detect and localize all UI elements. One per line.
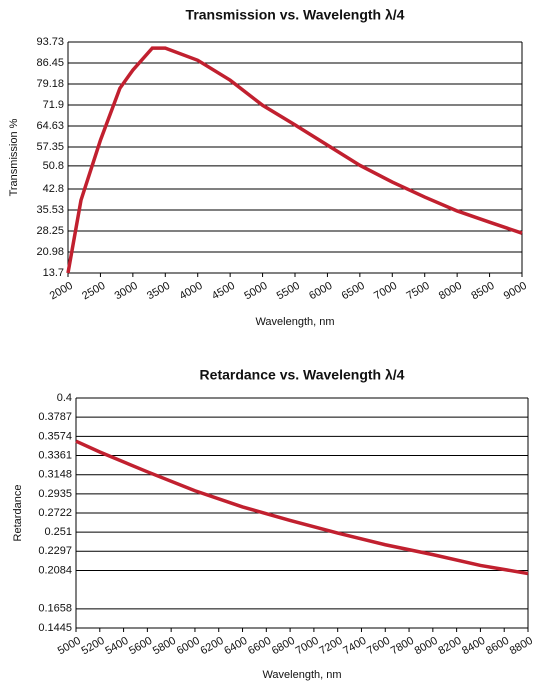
y-tick-label: 0.4 xyxy=(57,392,72,404)
x-tick-label: 4500 xyxy=(210,280,237,303)
y-tick-label: 13.7 xyxy=(43,267,64,279)
x-tick-label: 7600 xyxy=(365,635,392,658)
x-tick-label: 3000 xyxy=(113,280,140,303)
y-tick-label: 28.25 xyxy=(36,225,64,237)
chart-title: Transmission vs. Wavelength λ/4 xyxy=(186,7,405,23)
x-tick-label: 8000 xyxy=(437,280,464,303)
y-tick-label: 35.53 xyxy=(36,204,64,216)
y-tick-label: 0.251 xyxy=(44,526,72,538)
x-axis-label: Wavelength, nm xyxy=(255,316,334,328)
x-tick-label: 7500 xyxy=(404,280,431,303)
y-tick-label: 79.18 xyxy=(36,78,64,90)
y-tick-label: 0.2722 xyxy=(38,507,72,519)
x-tick-label: 8800 xyxy=(508,635,535,658)
y-tick-label: 64.63 xyxy=(36,120,64,132)
y-tick-label: 0.2297 xyxy=(38,545,72,557)
x-tick-label: 5400 xyxy=(103,635,130,658)
x-tick-label: 3500 xyxy=(145,280,172,303)
y-tick-label: 57.35 xyxy=(36,141,64,153)
x-tick-label: 6000 xyxy=(175,635,202,658)
x-tick-label: 5500 xyxy=(275,280,302,303)
y-tick-label: 0.1445 xyxy=(38,622,72,634)
y-tick-label: 93.73 xyxy=(36,36,64,48)
y-tick-label: 20.98 xyxy=(36,246,64,258)
data-line xyxy=(75,439,529,576)
x-tick-label: 6800 xyxy=(270,635,297,658)
x-tick-label: 7000 xyxy=(294,635,321,658)
x-tick-label: 6200 xyxy=(198,635,225,658)
x-tick-label: 7000 xyxy=(372,280,399,303)
x-tick-label: 5200 xyxy=(80,635,107,658)
x-tick-label: 2500 xyxy=(80,280,107,303)
y-tick-label: 0.3361 xyxy=(38,449,72,461)
y-tick-label: 0.2935 xyxy=(38,488,72,500)
x-tick-label: 8400 xyxy=(460,635,487,658)
x-tick-label: 8600 xyxy=(484,635,511,658)
y-axis-label: Retardance xyxy=(12,485,24,542)
x-tick-label: 6400 xyxy=(222,635,249,658)
x-tick-label: 6500 xyxy=(340,280,367,303)
y-tick-label: 0.3574 xyxy=(38,430,72,442)
x-tick-label: 5000 xyxy=(56,635,83,658)
x-tick-label: 7800 xyxy=(389,635,416,658)
x-tick-label: 8000 xyxy=(413,635,440,658)
y-tick-label: 42.8 xyxy=(43,183,64,195)
y-axis-label: Transmission % xyxy=(8,118,20,196)
x-tick-label: 9000 xyxy=(502,280,529,303)
y-tick-label: 86.45 xyxy=(36,57,64,69)
y-tick-label: 71.9 xyxy=(43,99,64,111)
x-tick-label: 4000 xyxy=(177,280,204,303)
x-tick-label: 5600 xyxy=(127,635,154,658)
y-tick-label: 50.8 xyxy=(43,160,64,172)
x-axis-label: Wavelength, nm xyxy=(262,669,341,681)
y-tick-label: 0.3787 xyxy=(38,411,72,423)
x-tick-label: 7400 xyxy=(341,635,368,658)
x-tick-label: 8200 xyxy=(436,635,463,658)
x-tick-label: 6600 xyxy=(246,635,273,658)
x-tick-label: 5800 xyxy=(151,635,178,658)
x-tick-label: 2000 xyxy=(48,280,75,303)
x-tick-label: 8500 xyxy=(469,280,496,303)
chart-title: Retardance vs. Wavelength λ/4 xyxy=(200,367,405,383)
data-line xyxy=(66,46,523,274)
x-tick-label: 5000 xyxy=(242,280,269,303)
y-tick-label: 0.1658 xyxy=(38,603,72,615)
x-tick-label: 6000 xyxy=(307,280,334,303)
y-tick-label: 0.2084 xyxy=(38,564,72,576)
x-tick-label: 7200 xyxy=(317,635,344,658)
y-tick-label: 0.3148 xyxy=(38,469,72,481)
